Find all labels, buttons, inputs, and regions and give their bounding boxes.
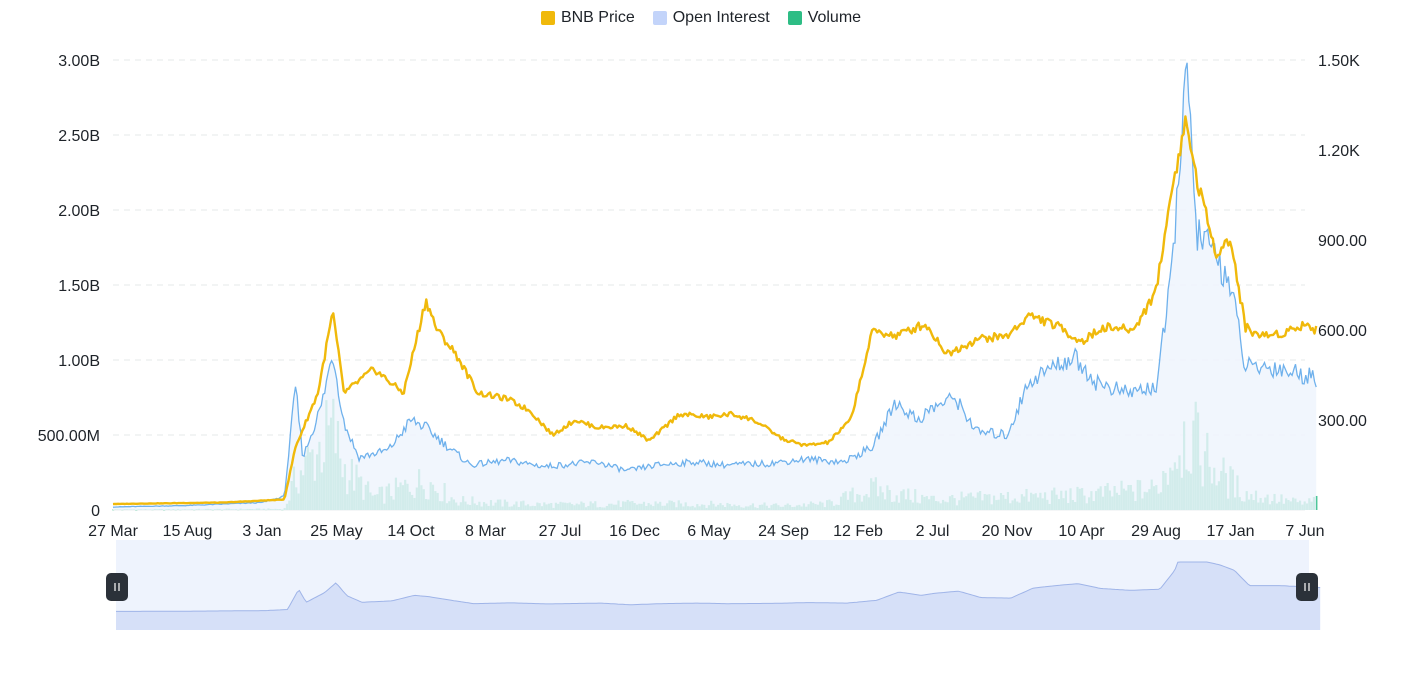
legend-label-price: BNB Price: [560, 9, 635, 26]
y-left-tick-label: 3.00B: [58, 53, 100, 70]
y-left-tick-label: 1.00B: [58, 353, 100, 370]
y-right-tick-label: 1.20K: [1318, 143, 1360, 160]
open-interest-series: [112, 62, 1317, 511]
volume-bar: [1315, 495, 1318, 510]
x-tick-label: 16 Dec: [609, 523, 660, 540]
legend-item-open-interest[interactable]: Open Interest: [652, 9, 770, 27]
range-navigator[interactable]: [106, 540, 1321, 630]
x-tick-label: 8 Mar: [465, 523, 507, 540]
x-tick-label: 17 Jan: [1206, 523, 1254, 540]
x-tick-label: 15 Aug: [163, 523, 213, 540]
legend-item-price[interactable]: BNB Price: [540, 9, 635, 27]
x-tick-label: 3 Jan: [242, 523, 281, 540]
right-y-axis: 300.00 600.00 900.00 1.20K 1.50K: [1318, 53, 1367, 430]
y-left-tick-label: 2.50B: [58, 128, 100, 145]
x-tick-label: 27 Jul: [539, 523, 582, 540]
y-right-tick-label: 1.50K: [1318, 53, 1360, 70]
x-tick-label: 2 Jul: [916, 523, 950, 540]
x-tick-label: 24 Sep: [758, 523, 809, 540]
x-tick-label: 29 Aug: [1131, 523, 1181, 540]
y-right-tick-label: 300.00: [1318, 413, 1367, 430]
x-tick-label: 10 Apr: [1058, 523, 1105, 540]
open-interest-line: [112, 62, 1317, 508]
navigator-line: [116, 561, 1321, 612]
legend-swatch-open-interest: [652, 11, 667, 25]
legend-label-open-interest: Open Interest: [672, 9, 770, 26]
price-line: [112, 115, 1318, 506]
navigator-right-handle[interactable]: [1296, 573, 1318, 601]
y-left-tick-label: 2.00B: [58, 203, 100, 220]
x-tick-label: 25 May: [310, 523, 362, 540]
x-tick-label: 20 Nov: [982, 523, 1033, 540]
open-interest-area: [113, 62, 1317, 511]
y-right-tick-label: 900.00: [1318, 233, 1367, 250]
y-left-tick-label: 500.00M: [38, 428, 100, 445]
pause-grip-icon: [1304, 583, 1310, 591]
chart-legend: BNB Price Open Interest Volume: [0, 6, 1402, 30]
price-series: [112, 115, 1318, 506]
x-tick-label: 14 Oct: [387, 523, 435, 540]
y-left-tick-label: 1.50B: [58, 278, 100, 295]
legend-swatch-volume: [787, 11, 802, 25]
x-tick-label: 7 Jun: [1285, 523, 1324, 540]
navigator-left-handle[interactable]: [106, 573, 128, 601]
x-tick-label: 27 Mar: [88, 523, 138, 540]
x-tick-label: 6 May: [687, 523, 731, 540]
legend-swatch-price: [540, 11, 555, 25]
y-right-tick-label: 600.00: [1318, 323, 1367, 340]
pause-grip-icon: [114, 583, 120, 591]
x-tick-label: 12 Feb: [833, 523, 883, 540]
navigator-area: [116, 562, 1321, 630]
handle-body: [1296, 573, 1318, 601]
y-left-tick-label: 0: [91, 503, 100, 520]
legend-item-volume[interactable]: Volume: [787, 9, 862, 27]
left-y-axis: 0 500.00M 1.00B 1.50B 2.00B 2.50B 3.00B: [38, 53, 100, 520]
volume-bar: [135, 509, 138, 511]
legend-label-volume: Volume: [807, 9, 862, 26]
handle-body: [106, 573, 128, 601]
x-axis: 27 Mar 15 Aug 3 Jan 25 May 14 Oct 8 Mar 27 Jul…: [88, 523, 1324, 540]
